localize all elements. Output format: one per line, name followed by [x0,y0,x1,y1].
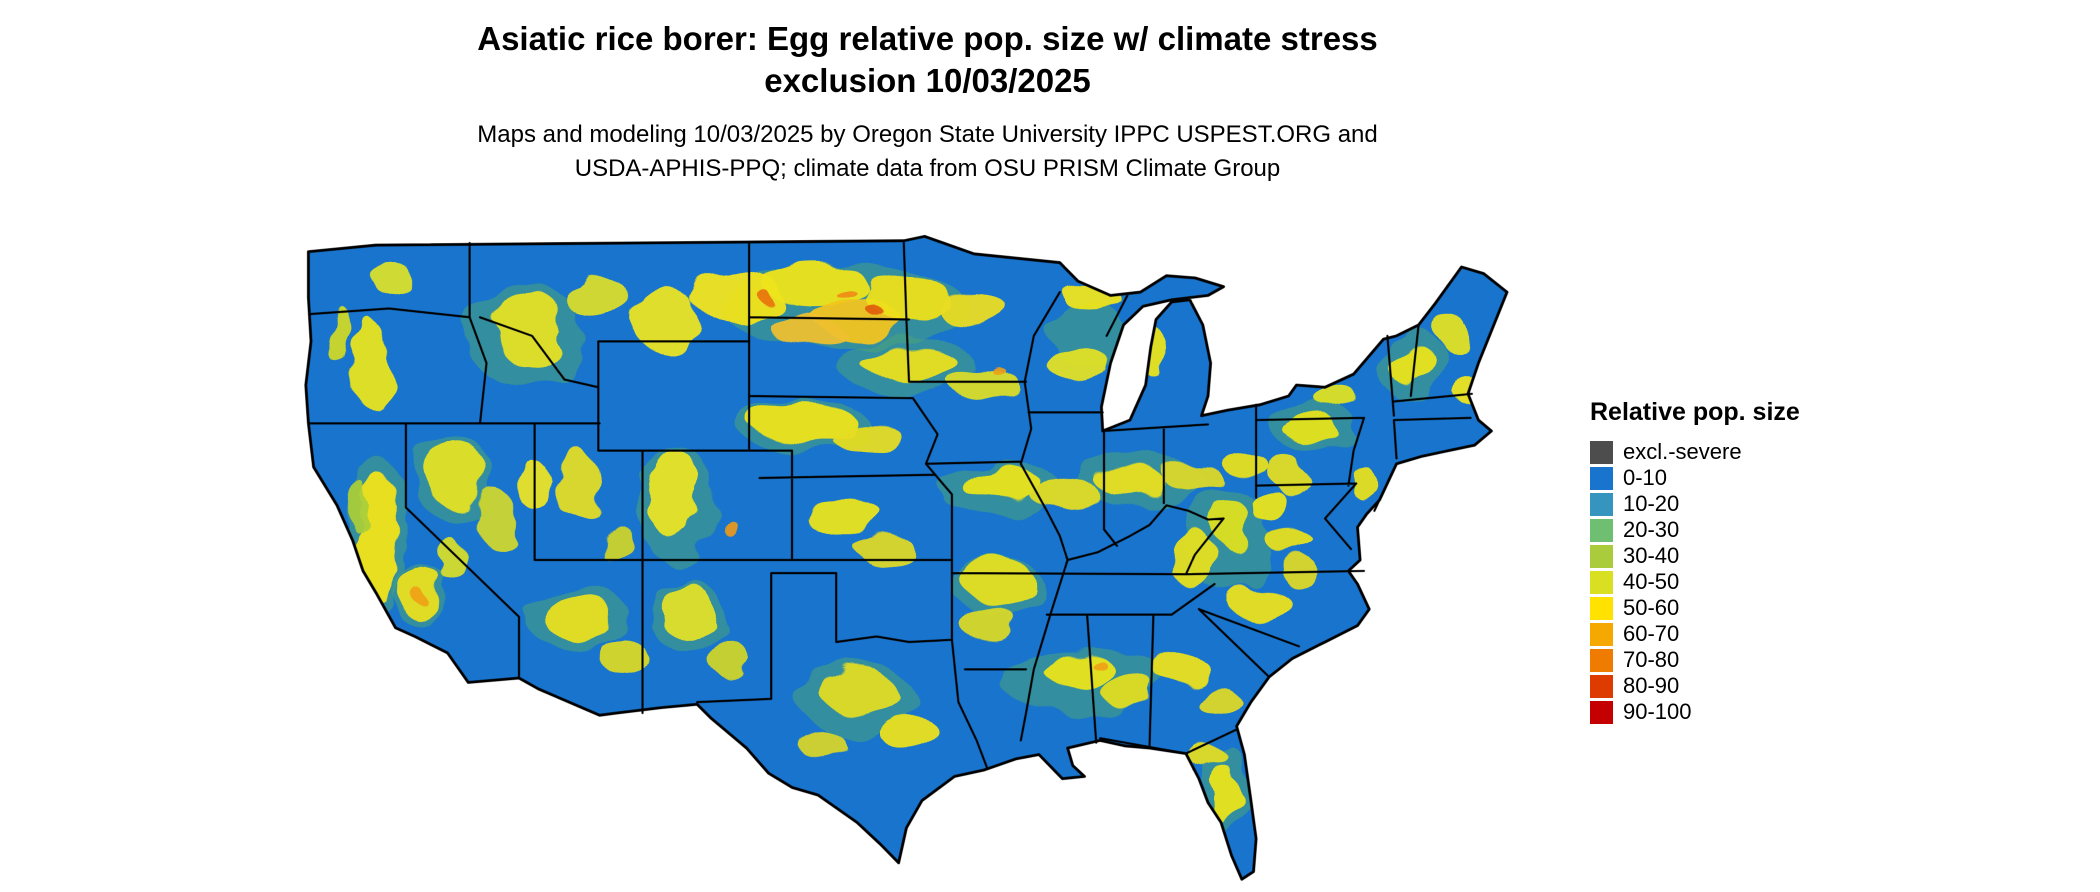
legend-color-swatch [1590,570,1613,594]
legend-item: 70-80 [1590,647,1890,673]
legend-item-label: excl.-severe [1623,439,1742,464]
page-title: Asiatic rice borer: Egg relative pop. si… [300,18,1555,102]
population-raster-layer [326,260,1484,848]
legend-item: excl.-severe [1590,439,1890,465]
legend-item: 10-20 [1590,491,1890,517]
legend-item-label: 50-60 [1623,595,1680,620]
legend-item: 60-70 [1590,621,1890,647]
legend-item-label: 20-30 [1623,517,1680,542]
legend-item-label: 10-20 [1623,491,1680,516]
figure-subtitle: Maps and modeling 10/03/2025 by Oregon S… [300,118,1555,185]
figure-header: Asiatic rice borer: Egg relative pop. si… [300,18,1555,186]
legend-item: 40-50 [1590,569,1890,595]
legend-item-label: 60-70 [1623,621,1680,646]
legend-item: 0-10 [1590,465,1890,491]
legend: Relative pop. size excl.-severe 0-10 10-… [1590,398,1890,725]
subtitle-line-1: Maps and modeling 10/03/2025 by Oregon S… [477,121,1378,149]
subtitle-line-2: USDA-APHIS-PPQ; climate data from OSU PR… [574,155,1281,183]
legend-item: 30-40 [1590,543,1890,569]
legend-title: Relative pop. size [1590,398,1800,426]
legend-item-label: 70-80 [1623,647,1680,672]
legend-color-swatch [1590,518,1613,542]
legend-item-label: 80-90 [1623,673,1680,698]
legend-color-swatch [1590,700,1613,724]
us-map-container [298,232,1546,888]
legend-color-swatch [1590,648,1613,672]
legend-item: 80-90 [1590,673,1890,699]
title-line-1: Asiatic rice borer: Egg relative pop. si… [477,20,1378,57]
national-outline [306,236,1507,879]
title-line-2: exclusion 10/03/2025 [764,62,1091,100]
legend-item-label: 40-50 [1623,569,1680,594]
legend-color-swatch [1590,440,1613,464]
legend-item-label: 30-40 [1623,543,1680,568]
legend-item-label: 0-10 [1623,465,1668,490]
legend-color-swatch [1590,596,1613,620]
us-map [298,232,1546,888]
legend-color-swatch [1590,674,1613,698]
legend-color-swatch [1590,622,1613,646]
legend-color-swatch [1590,492,1613,516]
legend-color-swatch [1590,466,1613,490]
legend-item: 50-60 [1590,595,1890,621]
legend-item: 90-100 [1590,699,1890,725]
legend-item-label: 90-100 [1623,699,1692,724]
legend-item: 20-30 [1590,517,1890,543]
raster-clip-group [326,260,1484,848]
legend-color-swatch [1590,544,1613,568]
